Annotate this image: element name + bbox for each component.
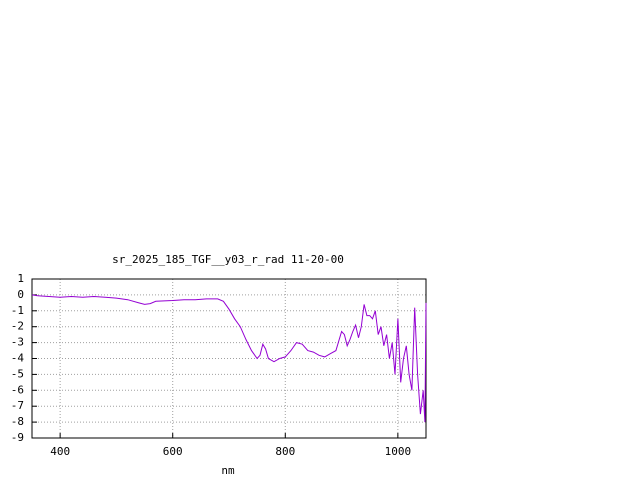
x-axis-label: nm — [221, 464, 235, 477]
y-tick-label: 0 — [17, 288, 24, 301]
y-tick-label: -9 — [11, 431, 24, 444]
x-tick-label: 400 — [50, 445, 70, 458]
plot-border — [31, 278, 427, 439]
y-tick-label: -4 — [11, 352, 25, 365]
x-tick-label: 800 — [275, 445, 295, 458]
y-tick-label: 1 — [17, 272, 24, 285]
y-tick-label: -2 — [11, 320, 24, 333]
x-tick-label: 600 — [163, 445, 183, 458]
y-tick-label: -6 — [11, 383, 24, 396]
y-tick-label: -8 — [11, 415, 24, 428]
y-tick-label: -1 — [11, 304, 24, 317]
y-tick-label: -3 — [11, 336, 24, 349]
y-tick-label: -5 — [11, 367, 24, 380]
y-tick-label: -7 — [11, 399, 24, 412]
data-line — [31, 294, 427, 423]
x-tick-label: 1000 — [385, 445, 412, 458]
chart-title: sr_2025_185_TGF__y03_r_rad 11-20-00 — [112, 253, 344, 266]
